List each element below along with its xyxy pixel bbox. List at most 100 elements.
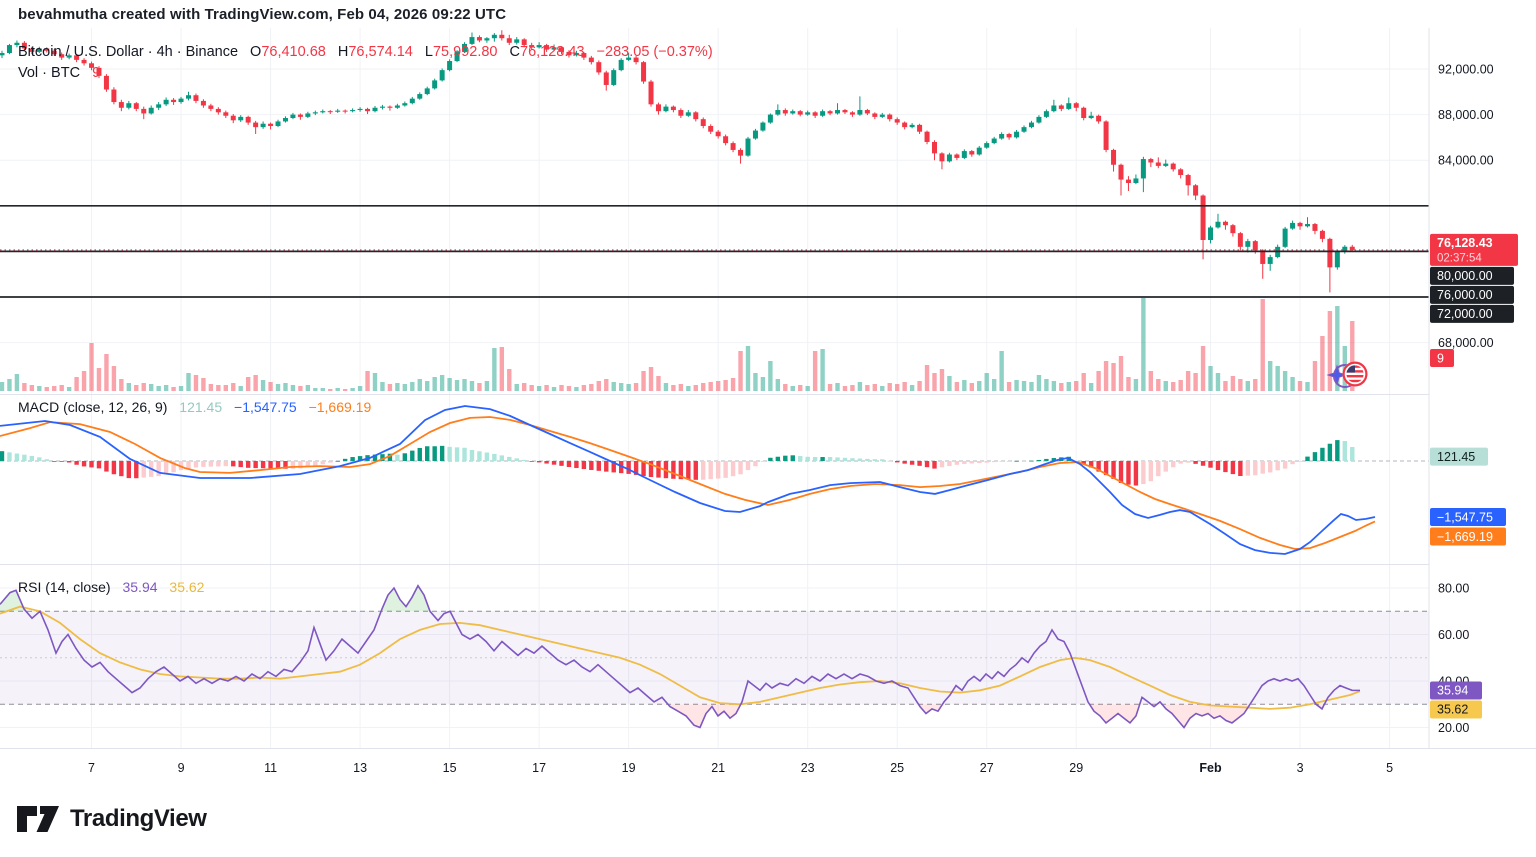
candle-body — [66, 55, 72, 58]
candle-body — [0, 53, 5, 56]
volume-bar — [253, 375, 258, 391]
volume-bar — [365, 371, 370, 391]
rsi-ma-line — [0, 605, 1361, 710]
macd-hist-bar — [216, 461, 221, 467]
macd-hist-bar — [865, 458, 870, 461]
candle-body — [245, 116, 251, 123]
macd-hist-bar — [1200, 461, 1206, 466]
volume-bar — [835, 383, 840, 391]
candle-body — [1096, 115, 1102, 122]
candle-body — [156, 104, 162, 108]
volume-bar — [149, 384, 154, 391]
macd-hist-value: 121.45 — [179, 399, 223, 415]
candle-body — [961, 151, 967, 158]
time-axis[interactable]: 7 9 11 13 15 17 19 21 23 25 27 29 Feb 3 5 — [0, 749, 1536, 787]
volume-bar — [865, 385, 870, 391]
candle-body — [133, 103, 139, 109]
candle-body — [499, 34, 505, 39]
candle-body — [559, 47, 564, 52]
volume-bar — [1029, 382, 1034, 391]
macd-hist-bar — [1081, 461, 1086, 464]
volume-bar — [1193, 373, 1198, 391]
macd-hist-bar — [648, 461, 654, 478]
candle-body — [447, 61, 453, 71]
volume-bar — [798, 385, 803, 391]
symbol-legend[interactable]: Bitcoin / U.S. Dollar · 4h · Binance O76… — [18, 44, 713, 60]
right-axis-labels: 92,000.00 88,000.00 84,000.00 68,000.00 80,0… — [1430, 62, 1518, 735]
candle-body — [163, 99, 169, 105]
macd-hist-bar — [1335, 440, 1340, 461]
volume-bar — [44, 387, 49, 391]
candle-body — [514, 39, 520, 43]
candle-body — [1140, 159, 1146, 179]
candle-body — [89, 63, 95, 68]
macd-hist-bar — [738, 461, 743, 475]
candle-body — [312, 112, 318, 114]
candle-body — [29, 48, 35, 52]
volume-bar — [775, 379, 781, 391]
macd-hist-bar — [850, 458, 855, 461]
time-axis-bg[interactable] — [0, 749, 1536, 787]
macd-hist-bar — [909, 461, 915, 465]
macd-hist-bar — [7, 452, 12, 461]
candle-body — [51, 50, 57, 55]
volume-bar — [805, 386, 810, 391]
candle-body — [663, 106, 669, 112]
volume-bar — [1163, 381, 1168, 391]
chart-canvas[interactable]: 92,000.00 88,000.00 84,000.00 68,000.00 80,0… — [0, 0, 1536, 800]
macd-hist-bar — [760, 461, 766, 462]
low-label: L — [424, 44, 433, 60]
macd-hist-bar — [1223, 461, 1228, 473]
volume-legend[interactable]: Vol · BTC 9 — [18, 65, 100, 81]
level-badge: 76,000.00 — [1430, 285, 1514, 304]
macd-hist-bar — [22, 454, 27, 461]
macd-legend[interactable]: MACD (close, 12, 26, 9) 121.45 −1,547.75… — [18, 399, 371, 415]
candle-body — [678, 110, 684, 116]
macd-pane[interactable] — [0, 395, 1429, 565]
macd-title: MACD — [18, 399, 60, 415]
volume-bar — [462, 379, 467, 391]
volume-bar — [439, 375, 445, 391]
macd-hist-bar — [454, 447, 460, 461]
macd-hist-bar — [626, 461, 631, 474]
macd-hist-bar — [1021, 460, 1027, 462]
macd-hist-bar — [999, 461, 1004, 462]
macd-hist-bar — [954, 461, 960, 465]
tradingview-logo[interactable]: TradingView — [16, 804, 207, 834]
macd-histogram — [0, 440, 1355, 486]
candle-body — [752, 130, 758, 139]
macd-hist-bar — [551, 461, 557, 465]
volume-bar — [536, 386, 542, 391]
macd-hist-bar — [887, 460, 892, 462]
volume-bar — [37, 386, 42, 391]
level-badge-text: 80,000.00 — [1437, 269, 1493, 283]
macd-hist-bar — [522, 459, 527, 461]
candle-body — [1267, 257, 1273, 264]
event-markers[interactable] — [1324, 358, 1372, 392]
candle-body — [1193, 185, 1199, 196]
volume-bar — [783, 384, 788, 391]
volume-bar — [350, 388, 355, 391]
volume-bar — [1103, 361, 1109, 391]
candle-body — [708, 126, 714, 132]
volume-bar — [1118, 356, 1124, 391]
candle-body — [74, 55, 80, 60]
candle-body — [648, 81, 654, 105]
price-pane[interactable] — [0, 28, 1429, 395]
macd-hist-bar — [1215, 461, 1221, 471]
volume-bar — [223, 385, 228, 391]
rsi-legend[interactable]: RSI (14, close) 35.94 35.62 — [18, 579, 204, 595]
macd-hist-bar — [328, 461, 333, 463]
price-axis[interactable] — [1429, 28, 1536, 748]
volume-bar — [469, 381, 475, 391]
candle-body — [230, 115, 236, 121]
us-flag-icon[interactable] — [1342, 361, 1368, 387]
candle-body — [1148, 159, 1154, 163]
volume-bar — [1215, 373, 1221, 391]
macd-hist-bar — [1133, 461, 1139, 486]
candle-body — [305, 113, 311, 117]
macd-hist-bar — [745, 461, 751, 471]
macd-hist-bar — [1208, 461, 1213, 468]
candle-body — [902, 122, 908, 128]
macd-hist-bar — [1297, 461, 1303, 462]
